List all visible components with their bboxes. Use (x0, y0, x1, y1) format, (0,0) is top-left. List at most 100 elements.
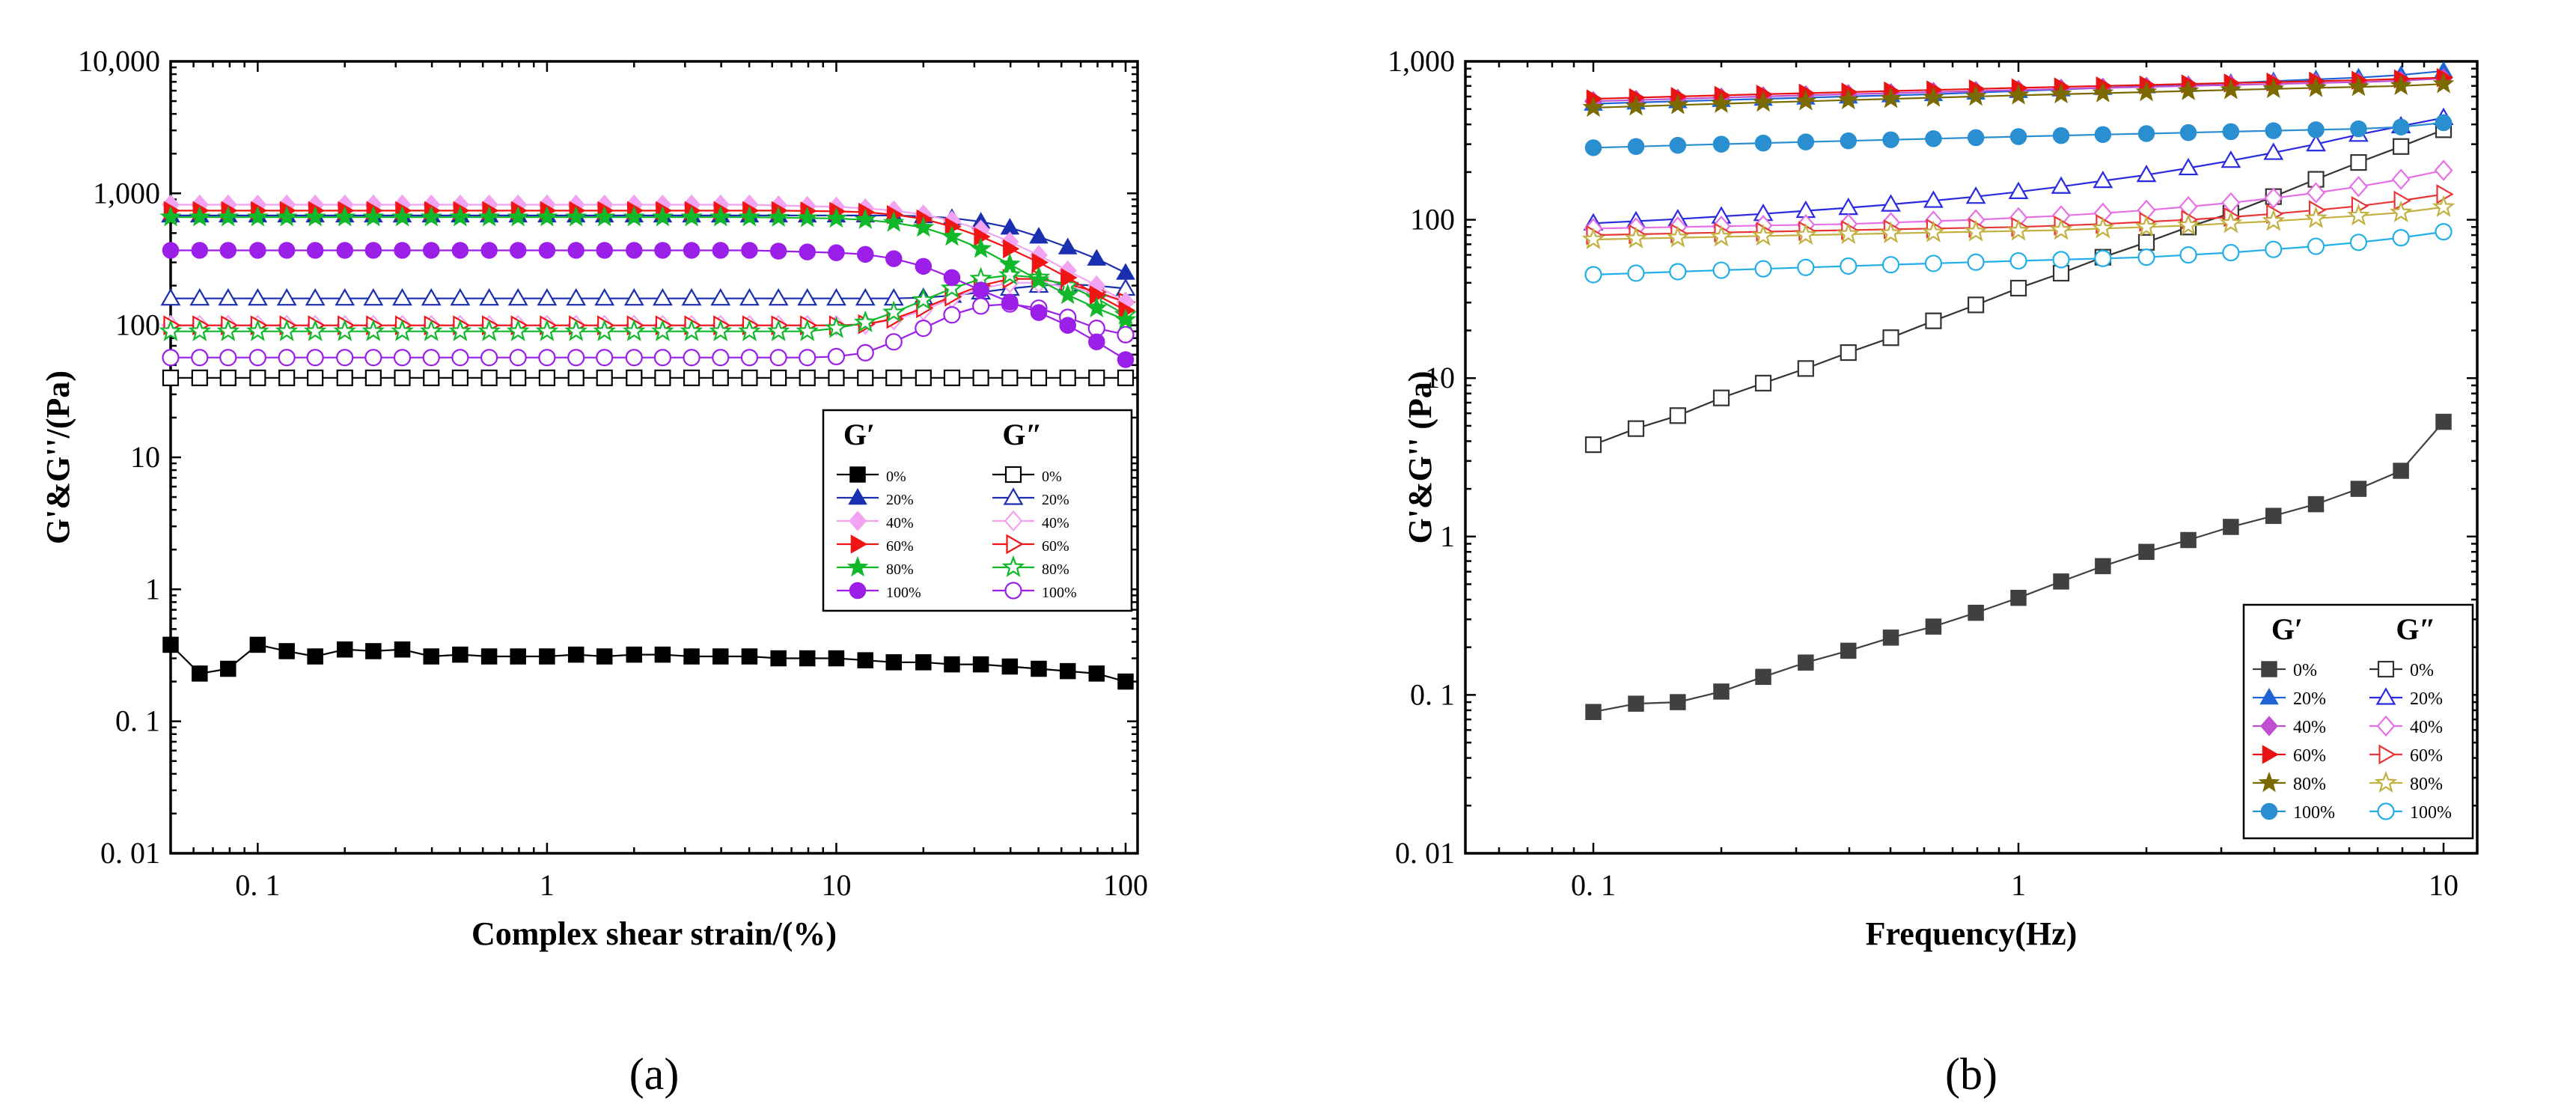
legend-marker (850, 534, 868, 554)
data-point (306, 349, 324, 367)
data-point (1627, 264, 1645, 282)
legend-header-gdoubleprime: G″ (2396, 612, 2435, 646)
data-point (509, 242, 527, 259)
data-point (1117, 673, 1134, 690)
data-point (1840, 344, 1857, 362)
data-point (1925, 618, 1942, 635)
data-point (219, 242, 237, 259)
data-point (275, 319, 299, 341)
data-point (1797, 258, 1815, 276)
data-point (1967, 129, 1985, 147)
data-point (450, 287, 471, 306)
data-point (191, 242, 209, 259)
legend-marker (1001, 555, 1025, 578)
data-point (885, 250, 903, 267)
legend-label: 80% (886, 561, 914, 578)
legend-marker (849, 510, 867, 531)
legend-label: 0% (886, 469, 906, 485)
data-point (452, 646, 468, 663)
data-point (249, 636, 266, 653)
data-point (1795, 90, 1817, 111)
data-point (1059, 317, 1076, 334)
data-point (2091, 216, 2115, 239)
data-point (915, 369, 932, 386)
data-point (419, 319, 443, 341)
data-point (2264, 187, 2283, 209)
data-point (189, 287, 210, 306)
chart-a: 0. 1 1 10 100 0. 01 0. 1 1 10 100 1,000 10,000 Comp… (40, 44, 1148, 1099)
legend-label: 40% (2293, 718, 2326, 737)
data-point (1751, 224, 1775, 246)
data-point (2009, 128, 2027, 145)
data-point (1029, 227, 1049, 244)
data-point (2094, 249, 2112, 267)
data-point (451, 242, 469, 259)
data-point (220, 660, 236, 677)
y-axis-title: G'&G''/(Pa) (40, 371, 76, 544)
data-point (480, 242, 498, 259)
data-point (768, 287, 789, 306)
data-point (1031, 252, 1049, 272)
data-point (681, 287, 702, 306)
data-point (1923, 190, 1944, 208)
data-point (1085, 296, 1108, 317)
series-g2-100pct (1584, 223, 2453, 284)
legend-marker (2262, 745, 2280, 764)
data-point (1882, 131, 1899, 148)
data-point (998, 252, 1021, 274)
data-point (2306, 133, 2326, 152)
data-point (1925, 312, 1942, 329)
data-point (278, 369, 296, 386)
data-point (828, 244, 845, 261)
data-point (566, 287, 587, 306)
data-point (217, 206, 239, 227)
data-point (799, 369, 816, 386)
y-tick-label: 1 (145, 572, 160, 606)
data-point (2432, 195, 2456, 217)
data-point (1967, 253, 1985, 271)
series-g1-80pct (159, 206, 1137, 329)
data-point (626, 646, 643, 663)
data-point (2137, 249, 2155, 266)
data-point (1117, 369, 1135, 386)
data-point (623, 206, 645, 227)
data-point (626, 242, 643, 259)
data-point (799, 243, 816, 260)
legend-label: 80% (1042, 561, 1069, 578)
data-point (2392, 229, 2410, 247)
data-point (2350, 120, 2367, 138)
data-point (1117, 351, 1135, 368)
legend-marker (2378, 744, 2396, 765)
data-point (1581, 227, 1605, 250)
data-point (1628, 695, 1644, 712)
data-point (738, 319, 761, 341)
data-point (246, 206, 269, 227)
data-point (1837, 88, 1860, 109)
data-point (596, 242, 613, 259)
data-point (307, 369, 324, 386)
data-point (1755, 668, 1771, 686)
data-point (1924, 254, 1943, 272)
data-point (1059, 662, 1076, 680)
y-tick-label: 0. 1 (1410, 677, 1455, 711)
data-point (219, 349, 237, 367)
data-point (652, 287, 673, 306)
x-tick-label: 0. 1 (1571, 868, 1616, 902)
data-point (2392, 118, 2410, 135)
data-point (825, 316, 848, 338)
y-tick-label: 100 (115, 308, 160, 342)
legend-label: 0% (2410, 661, 2434, 680)
data-point (2052, 251, 2070, 269)
data-point (1840, 257, 1858, 275)
data-point (448, 319, 472, 341)
data-point (2093, 170, 2113, 189)
data-point (680, 319, 703, 341)
data-point (2050, 82, 2072, 104)
data-point (278, 349, 296, 367)
x-tick-label: 10 (821, 868, 851, 902)
data-point (1088, 369, 1105, 386)
y-axis-title: G'&G'' (Pa) (1402, 371, 1438, 544)
data-point (2219, 211, 2243, 234)
data-point (1754, 374, 1772, 391)
data-point (943, 306, 961, 324)
